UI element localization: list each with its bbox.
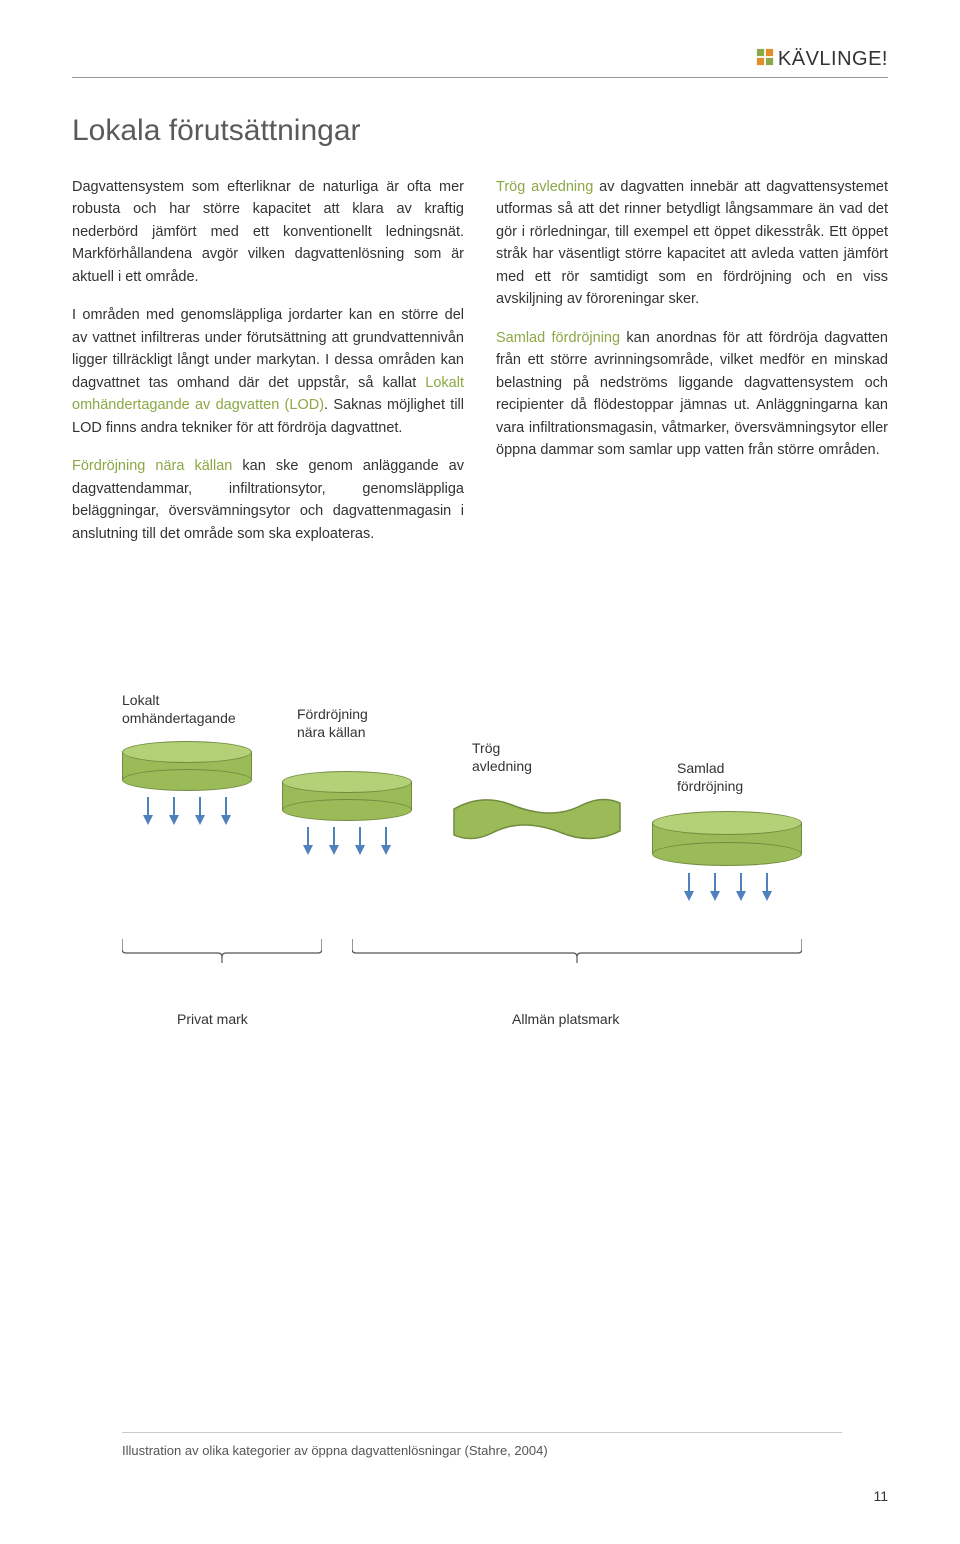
left-p2: I områden med genomsläppliga jordarter k…: [72, 304, 464, 439]
bracket-label-allman: Allmän platsmark: [512, 1011, 619, 1027]
brand-logo-icon: [756, 48, 774, 71]
figure-caption: Illustration av olika kategorier av öppn…: [122, 1432, 842, 1458]
right-p2: Samlad fördröjning kan anordnas för att …: [496, 327, 888, 462]
brand-logo: KÄVLINGE!: [756, 48, 888, 71]
cylinder-samlad: [652, 811, 802, 866]
cylinder-lokalt: [122, 741, 252, 791]
left-p1: Dagvattensystem som efterliknar de natur…: [72, 176, 464, 288]
page-title: Lokala förutsättningar: [72, 114, 888, 148]
bracket-label-privat: Privat mark: [177, 1011, 248, 1027]
arrows-fordrojning: [297, 827, 397, 855]
left-p3: Fördröjning nära källan kan ske genom an…: [72, 455, 464, 545]
arrows-samlad: [670, 873, 785, 901]
wave-trog: [452, 791, 622, 851]
diagram: Lokaltomhändertagande Fördröjningnära kä…: [72, 691, 888, 1011]
bracket-allman: [352, 939, 802, 965]
page-number: 11: [873, 1488, 888, 1504]
page-header: KÄVLINGE!: [72, 48, 888, 78]
cylinder-fordrojning: [282, 771, 412, 821]
right-column: Trög avledning av dagvatten innebär att …: [496, 176, 888, 561]
label-trog: Trögavledning: [472, 739, 532, 775]
samlad-term: Samlad fördröjning: [496, 330, 620, 346]
label-samlad: Samladfördröjning: [677, 759, 743, 795]
bracket-privat: [122, 939, 322, 965]
label-fordrojning: Fördröjningnära källan: [297, 705, 368, 741]
arrows-lokalt: [137, 797, 237, 825]
label-lokalt: Lokaltomhändertagande: [122, 691, 236, 727]
body-columns: Dagvattensystem som efterliknar de natur…: [72, 176, 888, 561]
right-p1: Trög avledning av dagvatten innebär att …: [496, 176, 888, 311]
brand-name: KÄVLINGE!: [778, 48, 888, 71]
fordrojning-term: Fördröjning nära källan: [72, 458, 232, 474]
trog-term: Trög avledning: [496, 179, 593, 195]
left-column: Dagvattensystem som efterliknar de natur…: [72, 176, 464, 561]
